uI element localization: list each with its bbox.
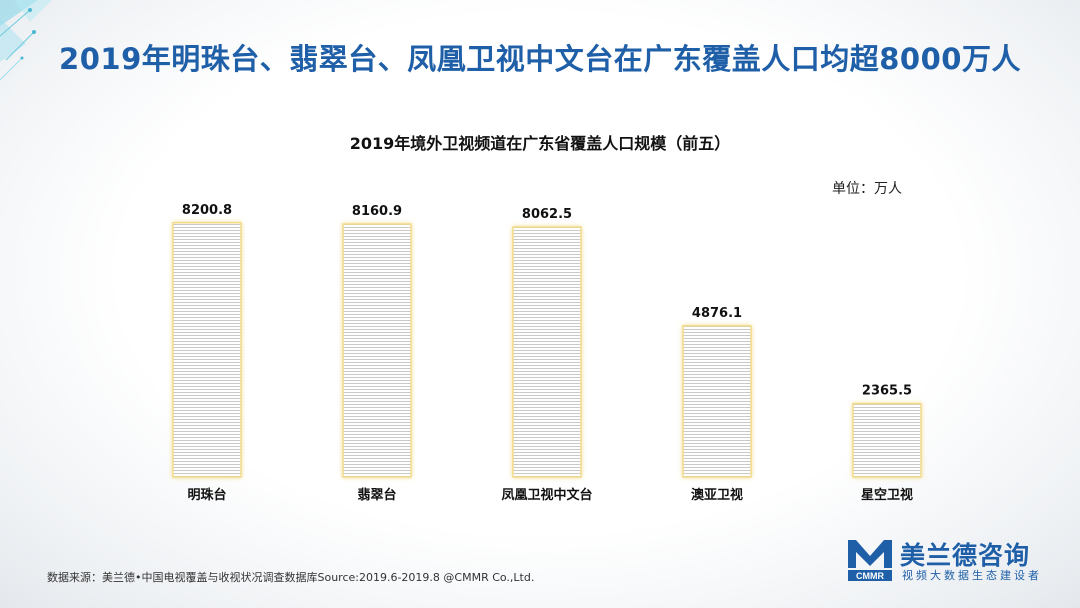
brand-abbr: CMMR	[856, 571, 884, 581]
brand-tagline: 视频大数据生态建设者	[902, 569, 1042, 582]
bar-4	[852, 402, 922, 478]
corner-decoration	[0, 0, 52, 81]
cmmr-logo-icon: CMMR	[848, 540, 892, 581]
data-label-3: 4876.1	[692, 306, 742, 321]
category-label-4: 星空卫视	[861, 487, 913, 503]
bar-2	[512, 226, 582, 478]
brand-name: 美兰德咨询	[900, 541, 1031, 570]
data-label-1: 8160.9	[352, 204, 402, 219]
data-label-2: 8062.5	[522, 207, 572, 222]
data-label-0: 8200.8	[182, 203, 232, 218]
data-label-4: 2365.5	[862, 384, 912, 399]
bar-3	[682, 325, 752, 478]
page-headline: 2019年明珠台、翡翠台、凤凰卫视中文台在广东覆盖人口均超8000万人	[59, 42, 1021, 76]
category-label-3: 澳亚卫视	[691, 487, 743, 503]
category-label-0: 明珠台	[187, 487, 226, 503]
category-label-2: 凤凰卫视中文台	[501, 487, 592, 503]
chart-title: 2019年境外卫视频道在广东省覆盖人口规模（前五）	[349, 134, 731, 153]
bar-0	[172, 222, 242, 478]
source-note: 数据来源：美兰德•中国电视覆盖与收视状况调查数据库Source:2019.6-2…	[47, 571, 535, 584]
unit-label: 单位：万人	[832, 181, 902, 197]
brand-logo: CMMR 美兰德咨询 视频大数据生态建设者	[846, 536, 1056, 584]
bar-1	[342, 223, 412, 478]
category-label-1: 翡翠台	[357, 487, 396, 503]
